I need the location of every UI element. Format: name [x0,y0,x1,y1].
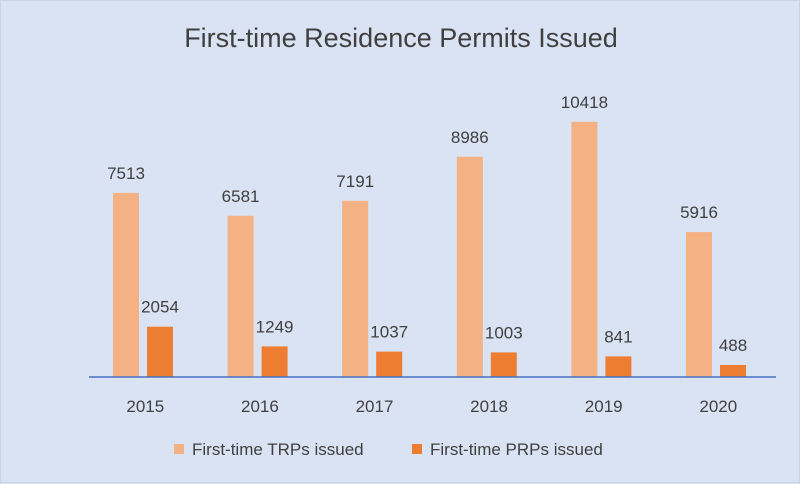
bar-trps-2017 [342,200,369,377]
data-label-trps-2018: 8986 [451,128,489,147]
legend: First-time TRPs issued First-time PRPs i… [174,440,603,459]
x-tick-labels: 2015 2016 2017 2018 2019 2020 [126,397,737,416]
legend-swatch-prps [412,444,422,454]
bars-layer [113,121,746,377]
data-label-trps-2019: 10418 [561,93,608,112]
data-label-trps-2017: 7191 [336,172,374,191]
bar-trps-2020 [686,232,712,377]
bar-prps-2015 [147,326,173,377]
bar-trps-2016 [227,215,254,377]
data-label-prps-2016: 1249 [256,317,294,336]
x-tick-label-2019: 2019 [585,397,623,416]
bar-trps-2019 [571,121,598,377]
bar-trps-2018 [456,156,483,377]
x-tick-label-2015: 2015 [126,397,164,416]
bar-trps-2015 [113,192,139,377]
bar-prps-2017 [376,351,403,377]
legend-label-trps: First-time TRPs issued [192,440,364,459]
legend-label-prps: First-time PRPs issued [430,440,603,459]
data-label-prps-2018: 1003 [485,323,523,342]
data-labels-layer: 7513 2054 6581 1249 7191 1037 8986 1003 10418 841… [107,93,747,355]
data-label-prps-2015: 2054 [141,298,179,317]
bar-prps-2019 [605,356,632,377]
legend-swatch-trps [174,444,184,454]
bar-prps-2020 [720,365,746,377]
x-tick-label-2018: 2018 [470,397,508,416]
data-label-prps-2019: 841 [604,327,632,346]
chart-title: First-time Residence Permits Issued [184,23,618,53]
x-tick-label-2020: 2020 [699,397,737,416]
data-label-trps-2016: 6581 [222,187,260,206]
x-tick-label-2016: 2016 [241,397,279,416]
bar-prps-2018 [490,352,517,377]
data-label-trps-2020: 5916 [680,203,718,222]
bar-prps-2016 [261,346,288,377]
data-label-prps-2020: 488 [719,336,747,355]
data-label-prps-2017: 1037 [370,323,408,342]
x-tick-label-2017: 2017 [356,397,394,416]
data-label-trps-2015: 7513 [107,164,145,183]
